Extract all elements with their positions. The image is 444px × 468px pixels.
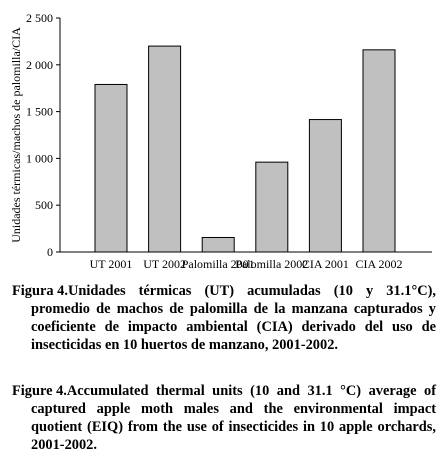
bar-0	[94, 83, 128, 253]
figure-number-en: Figure 4.	[12, 383, 67, 399]
x-tick-label-5: CIA 2002	[355, 257, 402, 271]
caption-text-en: Accumulated thermal units (10 and 31.1 °…	[31, 383, 436, 453]
x-tick-label-4: CIA 2001	[302, 257, 349, 271]
y-tick-label-2000: 2 000	[26, 58, 53, 72]
x-tick-label-3: Palomilla 2002	[235, 257, 308, 271]
y-tick-label-1000: 1 000	[26, 151, 53, 165]
bar-5	[362, 49, 396, 253]
caption-text-es: Unidades térmicas (UT) acumuladas (10 y …	[31, 283, 436, 353]
x-tick-label-1: UT 2002	[143, 257, 186, 271]
bar-3	[255, 161, 289, 253]
figure-caption-english: Figure 4. Accumulated thermal units (10 …	[12, 382, 436, 454]
y-tick-label-500: 500	[35, 198, 53, 212]
y-tick-label-2500: 2 500	[26, 11, 53, 25]
x-tick-label-0: UT 2001	[90, 257, 133, 271]
bar-1	[148, 45, 182, 253]
figure-caption-spanish: Figura 4. Unidades térmicas (UT) acumula…	[12, 282, 436, 354]
y-axis-label: Unidades térmicas/machos de palomilla/CI…	[9, 27, 23, 243]
x-tick-label-2: Palomilla 2001	[182, 257, 255, 271]
y-tick-label-0: 0	[47, 245, 53, 259]
figure-number-es: Figura 4.	[12, 283, 68, 299]
bar-4	[308, 119, 342, 253]
bar-2	[201, 236, 235, 253]
y-tick-label-1500: 1 500	[26, 105, 53, 119]
